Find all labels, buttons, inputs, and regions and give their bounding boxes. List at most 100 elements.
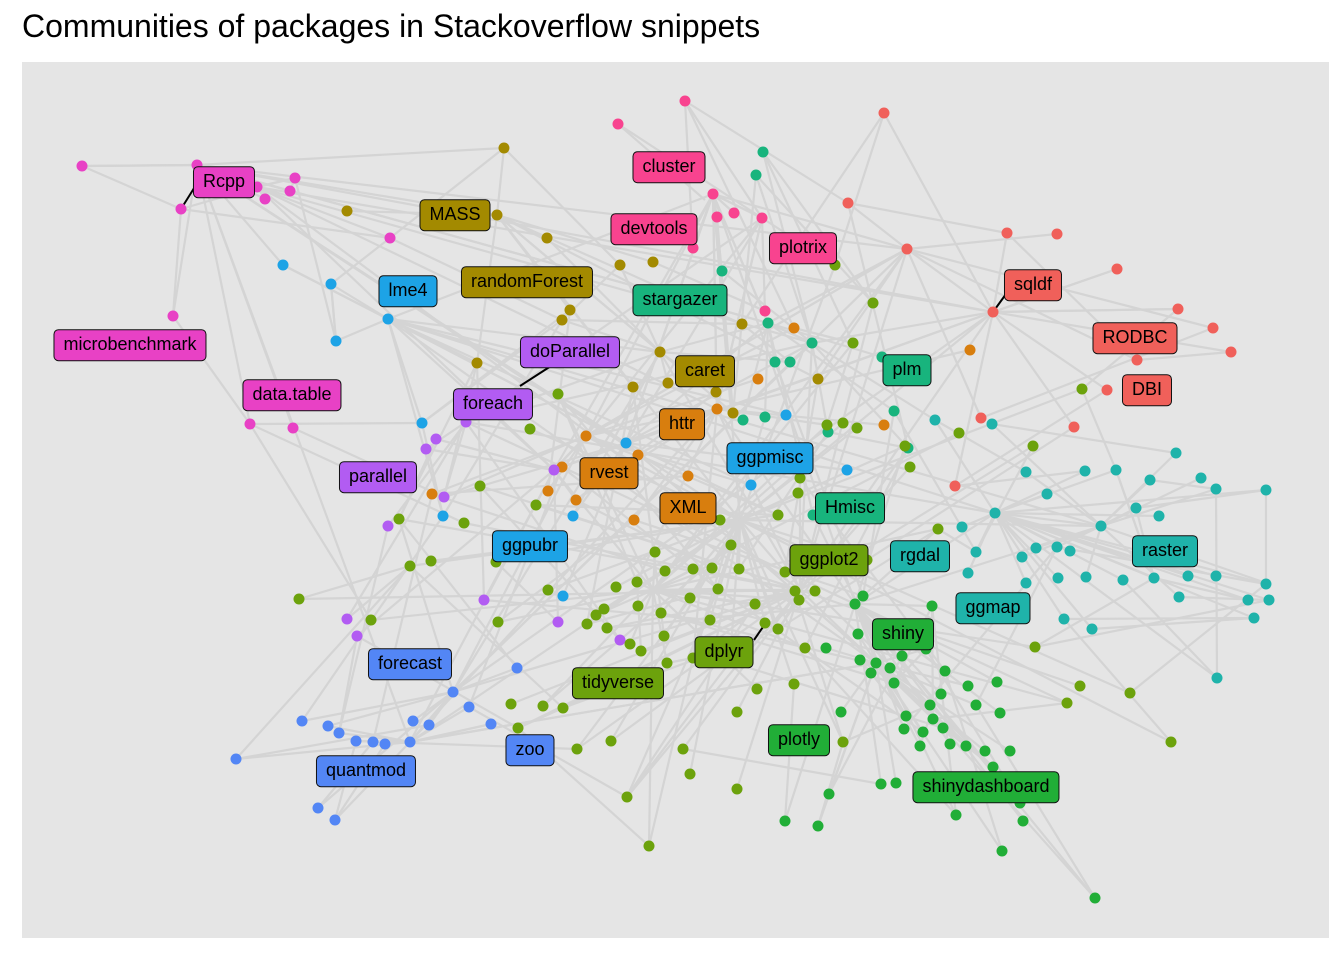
node-brightgreen[interactable] xyxy=(960,740,972,752)
node-purple[interactable] xyxy=(478,594,490,606)
node-green[interactable] xyxy=(635,645,647,657)
node-blue[interactable] xyxy=(382,313,394,325)
package-label[interactable]: Rcpp xyxy=(192,166,256,198)
package-label[interactable]: rgdal xyxy=(889,540,951,572)
node-blue[interactable] xyxy=(620,437,632,449)
node-orange[interactable] xyxy=(570,494,582,506)
node-teal[interactable] xyxy=(1080,571,1092,583)
package-label[interactable]: httr xyxy=(658,408,706,440)
node-green[interactable] xyxy=(751,683,763,695)
node-orange[interactable] xyxy=(426,488,438,500)
node-cornflower[interactable] xyxy=(333,727,345,739)
node-red[interactable] xyxy=(1111,263,1123,275)
node-teal[interactable] xyxy=(986,418,998,430)
node-green[interactable] xyxy=(792,487,804,499)
node-teal[interactable] xyxy=(1041,488,1053,500)
package-label[interactable]: shiny xyxy=(871,618,935,650)
node-green[interactable] xyxy=(524,423,536,435)
node-green[interactable] xyxy=(684,592,696,604)
node-brightgreen[interactable] xyxy=(987,761,999,773)
node-green[interactable] xyxy=(788,678,800,690)
node-teal[interactable] xyxy=(956,521,968,533)
node-red[interactable] xyxy=(842,197,854,209)
node-green[interactable] xyxy=(404,560,416,572)
node-olive[interactable] xyxy=(812,373,824,385)
node-teal[interactable] xyxy=(1051,541,1063,553)
package-label[interactable]: ggmap xyxy=(955,592,1031,624)
node-purple[interactable] xyxy=(552,616,564,628)
node-green[interactable] xyxy=(1061,697,1073,709)
node-brightgreen[interactable] xyxy=(926,600,938,612)
node-teal[interactable] xyxy=(1130,502,1142,514)
node-olive[interactable] xyxy=(654,346,666,358)
node-teal[interactable] xyxy=(1211,672,1223,684)
node-brightgreen[interactable] xyxy=(914,740,926,752)
package-label[interactable]: zoo xyxy=(505,734,555,766)
node-green[interactable] xyxy=(365,614,377,626)
node-green[interactable] xyxy=(542,584,554,596)
node-green[interactable] xyxy=(659,565,671,577)
node-brightgreen[interactable] xyxy=(854,654,866,666)
node-green[interactable] xyxy=(677,743,689,755)
package-label[interactable]: cluster xyxy=(632,151,706,183)
node-orange[interactable] xyxy=(788,322,800,334)
package-label[interactable]: dplyr xyxy=(694,636,754,668)
node-green[interactable] xyxy=(530,499,542,511)
node-teal[interactable] xyxy=(1144,474,1156,486)
node-purple[interactable] xyxy=(351,630,363,642)
node-red[interactable] xyxy=(1068,421,1080,433)
node-hotpink[interactable] xyxy=(728,207,740,219)
node-pink[interactable] xyxy=(259,193,271,205)
node-teal[interactable] xyxy=(1117,574,1129,586)
node-orange[interactable] xyxy=(964,344,976,356)
node-orange[interactable] xyxy=(580,430,592,442)
node-teal[interactable] xyxy=(1195,472,1207,484)
node-purple[interactable] xyxy=(438,491,450,503)
node-teal[interactable] xyxy=(1110,464,1122,476)
node-hotpink[interactable] xyxy=(711,211,723,223)
node-brightgreen[interactable] xyxy=(991,676,1003,688)
node-olive[interactable] xyxy=(710,386,722,398)
node-jade[interactable] xyxy=(737,414,749,426)
node-cornflower[interactable] xyxy=(312,802,324,814)
node-pink[interactable] xyxy=(384,232,396,244)
package-label[interactable]: data.table xyxy=(242,379,342,411)
node-pink[interactable] xyxy=(284,185,296,197)
node-green[interactable] xyxy=(492,616,504,628)
node-brightgreen[interactable] xyxy=(979,745,991,757)
node-green[interactable] xyxy=(552,388,564,400)
node-blue[interactable] xyxy=(841,464,853,476)
node-jade[interactable] xyxy=(784,356,796,368)
node-teal[interactable] xyxy=(1170,447,1182,459)
node-brightgreen[interactable] xyxy=(1017,815,1029,827)
node-teal[interactable] xyxy=(1153,510,1165,522)
node-green[interactable] xyxy=(712,583,724,595)
node-green[interactable] xyxy=(505,698,517,710)
node-jade[interactable] xyxy=(757,146,769,158)
node-green[interactable] xyxy=(759,617,771,629)
node-teal[interactable] xyxy=(1079,465,1091,477)
node-teal[interactable] xyxy=(1030,542,1042,554)
node-brightgreen[interactable] xyxy=(1089,892,1101,904)
node-red[interactable] xyxy=(1207,322,1219,334)
node-green[interactable] xyxy=(1076,383,1088,395)
node-blue[interactable] xyxy=(745,479,757,491)
node-brightgreen[interactable] xyxy=(996,845,1008,857)
package-label[interactable]: quantmod xyxy=(315,755,417,787)
node-green[interactable] xyxy=(904,461,916,473)
node-green[interactable] xyxy=(799,642,811,654)
node-brightgreen[interactable] xyxy=(865,667,877,679)
node-red[interactable] xyxy=(987,306,999,318)
node-purple[interactable] xyxy=(548,464,560,476)
node-teal[interactable] xyxy=(929,414,941,426)
package-label[interactable]: MASS xyxy=(419,199,491,231)
node-olive[interactable] xyxy=(471,357,483,369)
node-pink[interactable] xyxy=(287,422,299,434)
node-green[interactable] xyxy=(867,297,879,309)
package-label[interactable]: devtools xyxy=(610,213,698,245)
node-green[interactable] xyxy=(1074,680,1086,692)
node-orange[interactable] xyxy=(711,403,723,415)
node-green[interactable] xyxy=(474,480,486,492)
node-cornflower[interactable] xyxy=(350,735,362,747)
package-label[interactable]: rvest xyxy=(579,457,639,489)
